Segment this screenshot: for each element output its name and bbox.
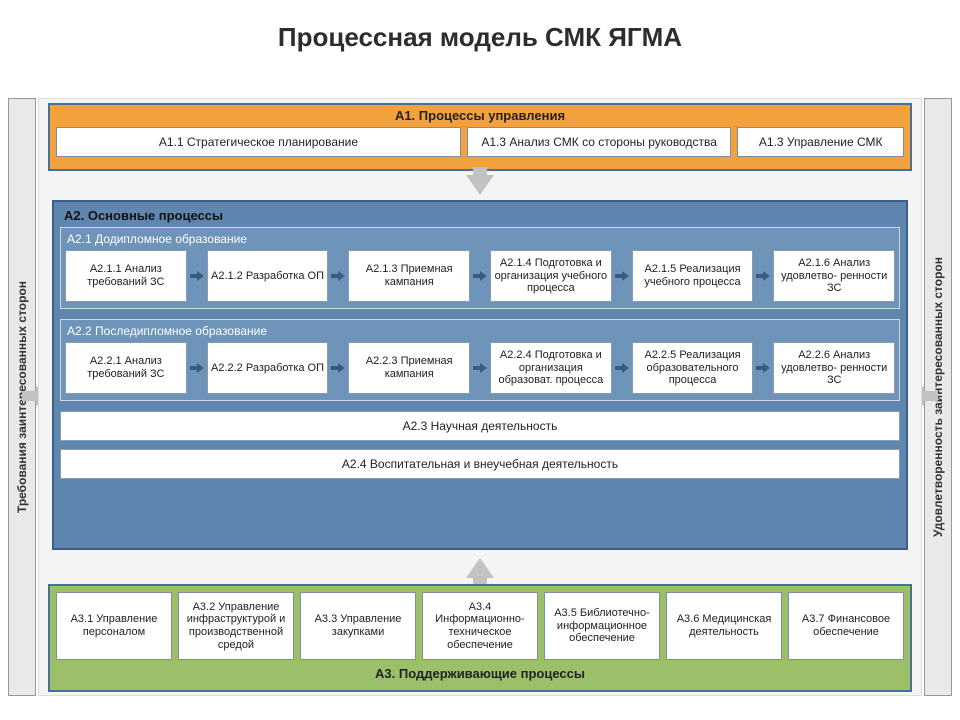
process-node: А2.1.5 Реализация учебного процесса <box>632 250 754 302</box>
a1-item: А1.3 Управление СМК <box>737 127 904 157</box>
a2-bar: А2.4 Воспитательная и внеучебная деятель… <box>60 449 900 479</box>
flow-arrow-icon <box>473 342 487 394</box>
down-arrow-icon <box>466 175 494 195</box>
process-node: А2.2.4 Подготовка и организация образова… <box>490 342 612 394</box>
a3-block: А3.1 Управление персоналомА3.2 Управлени… <box>48 584 912 692</box>
process-node: А2.1.6 Анализ удовлетво- ренности ЗС <box>773 250 895 302</box>
flow-arrow-icon <box>473 250 487 302</box>
a1-row: А1.1 Стратегическое планирование А1.3 Ан… <box>50 127 910 157</box>
a2-sub2-title: А2.2 Последипломное образование <box>65 322 895 342</box>
a2-sub1: А2.1 Додипломное образование А2.1.1 Анал… <box>60 227 900 309</box>
a1-block: А1. Процессы управления А1.1 Стратегичес… <box>48 103 912 171</box>
a3-item: А3.7 Финансовое обеспечение <box>788 592 904 660</box>
diagram-title: Процессная модель СМК ЯГМА <box>0 22 960 53</box>
a3-item: А3.1 Управление персоналом <box>56 592 172 660</box>
process-node: А2.1.4 Подготовка и организация учебного… <box>490 250 612 302</box>
process-node: А2.1.2 Разработка ОП <box>207 250 329 302</box>
a3-item: А3.6 Медицинская деятельность <box>666 592 782 660</box>
a3-item: А3.4 Информационно-техническое обеспечен… <box>422 592 538 660</box>
a2-block: А2. Основные процессы А2.1 Додипломное о… <box>52 200 908 550</box>
a3-row: А3.1 Управление персоналомА3.2 Управлени… <box>56 592 904 660</box>
process-node: А2.2.2 Разработка ОП <box>207 342 329 394</box>
a3-title: А3. Поддерживающие процессы <box>56 666 904 681</box>
a1-item: А1.1 Стратегическое планирование <box>56 127 461 157</box>
up-arrow-icon <box>466 558 494 578</box>
flow-arrow-icon <box>331 342 345 394</box>
a2-sub2-flow: А2.2.1 Анализ требований ЗС А2.2.2 Разраб… <box>65 342 895 394</box>
a1-item: А1.3 Анализ СМК со стороны руководства <box>467 127 731 157</box>
flow-arrow-icon <box>190 250 204 302</box>
a2-bar: А2.3 Научная деятельность <box>60 411 900 441</box>
a3-item: А3.3 Управление закупками <box>300 592 416 660</box>
process-node: А2.2.6 Анализ удовлетво- ренности ЗС <box>773 342 895 394</box>
process-node: А2.2.1 Анализ требований ЗС <box>65 342 187 394</box>
flow-arrow-icon <box>756 342 770 394</box>
a2-sub1-flow: А2.1.1 Анализ требований ЗС А2.1.2 Разраб… <box>65 250 895 302</box>
flow-arrow-icon <box>615 250 629 302</box>
flow-arrow-icon <box>615 342 629 394</box>
flow-arrow-icon <box>756 250 770 302</box>
flow-arrow-icon <box>190 342 204 394</box>
a2-title: А2. Основные процессы <box>60 206 900 227</box>
a2-sub1-title: А2.1 Додипломное образование <box>65 230 895 250</box>
process-node: А2.2.3 Приемная кампания <box>348 342 470 394</box>
process-node: А2.2.5 Реализация образовательного проце… <box>632 342 754 394</box>
a3-item: А3.5 Библиотечно-информационное обеспече… <box>544 592 660 660</box>
process-node: А2.1.1 Анализ требований ЗС <box>65 250 187 302</box>
a2-sub2: А2.2 Последипломное образование А2.2.1 А… <box>60 319 900 401</box>
process-node: А2.1.3 Приемная кампания <box>348 250 470 302</box>
a1-title: А1. Процессы управления <box>50 105 910 127</box>
flow-arrow-icon <box>331 250 345 302</box>
a3-item: А3.2 Управление инфраструктурой и произв… <box>178 592 294 660</box>
